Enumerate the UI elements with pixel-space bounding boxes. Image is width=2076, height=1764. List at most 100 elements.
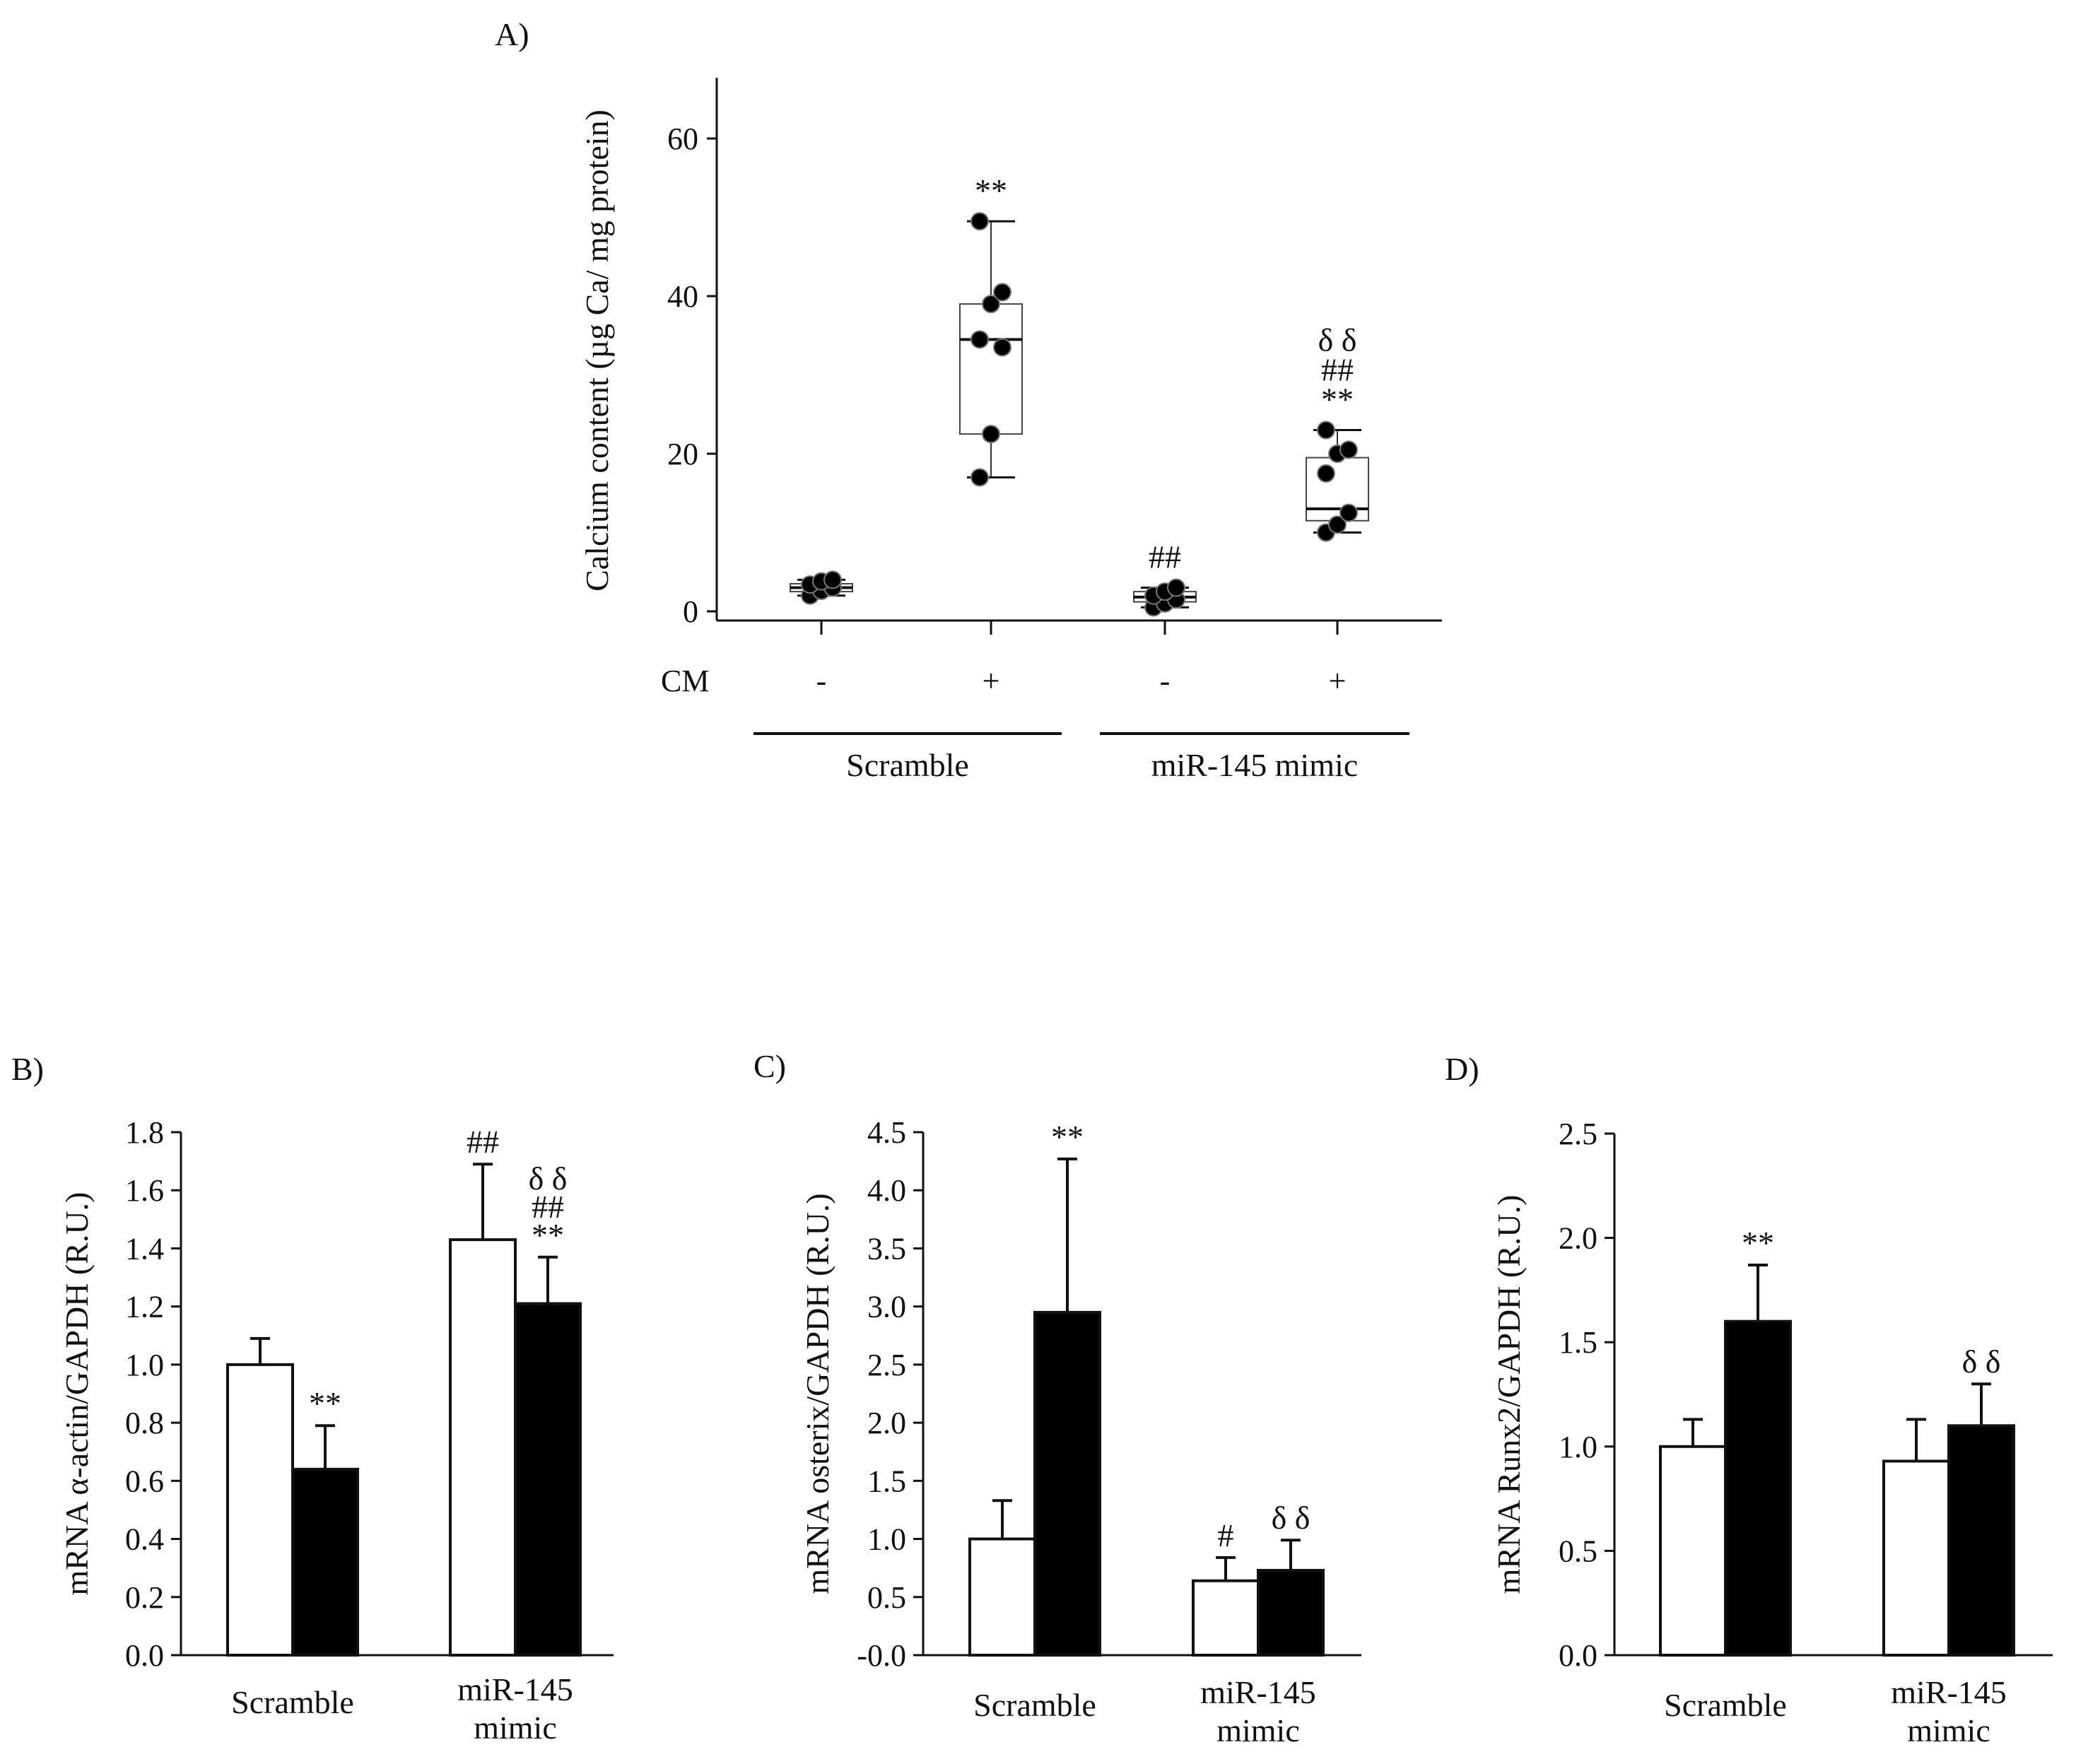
y-tick-label: 3.0 — [867, 1290, 906, 1324]
y-tick-label: 0.0 — [1559, 1638, 1597, 1673]
data-point — [970, 468, 989, 487]
category-label: mimic — [474, 1710, 557, 1746]
y-tick-label: 0.6 — [125, 1464, 164, 1498]
y-tick-label: 2.5 — [867, 1348, 906, 1382]
y-tick-label: 0.8 — [125, 1406, 164, 1440]
y-tick-label: 1.0 — [867, 1522, 906, 1557]
y-axis-title: mRNA osterix/GAPDH (R.U.) — [799, 1193, 835, 1594]
y-tick-label: 1.8 — [125, 1115, 164, 1150]
data-point — [1339, 503, 1358, 522]
significance-label: ## — [1149, 539, 1181, 575]
panel-c-label: C) — [753, 1048, 786, 1084]
y-tick-label: 0.5 — [1559, 1534, 1597, 1568]
group-label: miR-145 mimic — [1151, 747, 1359, 783]
bar — [1659, 1445, 1727, 1657]
category-label: Scramble — [1664, 1687, 1787, 1723]
y-tick-label: 3.5 — [867, 1231, 906, 1266]
group-label: Scramble — [846, 747, 969, 783]
data-point — [970, 330, 989, 349]
y-tick-label: 1.2 — [125, 1290, 164, 1324]
significance-label: δ δ — [1962, 1343, 2001, 1380]
category-label: miR-145 — [457, 1671, 573, 1707]
box — [959, 303, 1023, 435]
data-point — [1317, 421, 1335, 440]
category-label: miR-145 — [1891, 1674, 2007, 1710]
y-tick-label: 1.0 — [1559, 1430, 1597, 1464]
y-tick-label: 20 — [667, 437, 698, 471]
y-tick-label: -0.0 — [857, 1638, 906, 1673]
y-axis-title: mRNA α-actin/GAPDH (R.U.) — [59, 1192, 95, 1596]
y-tick-label: 1.5 — [1559, 1325, 1597, 1360]
cm-value: + — [1329, 664, 1347, 698]
y-tick-label: 60 — [667, 122, 698, 156]
bar — [1192, 1579, 1260, 1657]
significance-label: δ δ — [1272, 1500, 1310, 1536]
box — [1306, 457, 1369, 522]
bar — [226, 1363, 294, 1657]
panel-a-label: A) — [495, 16, 529, 52]
y-tick-label: 1.6 — [125, 1173, 164, 1208]
panel-c: C) -0.0 0.5 1.0 1.5 2.0 2.5 3.0 3.5 4.0 4.5 mRNA o… — [753, 1048, 1361, 1748]
y-tick-label: 2.0 — [1559, 1221, 1597, 1256]
data-point — [982, 425, 1000, 444]
y-tick-label: 1.4 — [125, 1231, 164, 1266]
y-tick-label: 1.0 — [125, 1348, 164, 1382]
bar — [968, 1537, 1036, 1657]
y-axis-title: mRNA Runx2/GAPDH (R.U.) — [1491, 1195, 1527, 1594]
data-point — [993, 338, 1011, 357]
y-tick-label: 0 — [683, 594, 698, 629]
data-point — [1317, 464, 1335, 483]
cm-value: - — [816, 664, 827, 698]
panel-d-label: D) — [1445, 1051, 1479, 1087]
data-point — [982, 295, 1000, 314]
significance-label: ** — [309, 1385, 341, 1421]
y-tick-label: 0.5 — [867, 1580, 906, 1615]
bar — [1033, 1310, 1101, 1657]
data-point — [823, 570, 842, 589]
significance-label: ** — [532, 1217, 564, 1253]
y-tick-label: 40 — [667, 279, 698, 314]
y-axis-title: Calcium content (µg Ca/ mg protein) — [579, 110, 615, 592]
significance-label: ** — [1051, 1119, 1084, 1155]
y-tick-label: 0.4 — [125, 1522, 164, 1557]
bar — [514, 1302, 582, 1657]
significance-label: ## — [467, 1124, 499, 1160]
category-label: mimic — [1907, 1712, 1990, 1748]
significance-label: ## — [1321, 352, 1354, 388]
category-label: Scramble — [231, 1684, 354, 1720]
category-label: mimic — [1216, 1712, 1300, 1748]
category-label: Scramble — [973, 1687, 1096, 1723]
category-label: miR-145 — [1200, 1674, 1316, 1710]
bar — [1257, 1568, 1325, 1657]
panel-d: D) 0.0 0.5 1.0 1.5 2.0 2.5 mRNA Runx2/GAPDH (R… — [1445, 1051, 2053, 1748]
y-tick-label: 0.0 — [125, 1638, 164, 1673]
significance-label: ## — [532, 1189, 564, 1225]
y-tick-label: 2.5 — [1559, 1117, 1597, 1151]
y-tick-label: 4.0 — [867, 1173, 906, 1208]
data-point — [1167, 578, 1185, 597]
cm-label: CM — [661, 664, 709, 698]
significance-label: δ δ — [529, 1160, 568, 1196]
significance-label: ** — [1321, 382, 1354, 418]
significance-label: ** — [1742, 1225, 1774, 1261]
significance-label: ** — [975, 172, 1007, 208]
panel-a: A) 0 20 40 60 Calcium content (µg Ca/ mg pro… — [495, 16, 1442, 783]
bar — [1724, 1319, 1792, 1657]
bar — [449, 1238, 517, 1657]
y-tick-label: 4.5 — [867, 1115, 906, 1150]
bar — [291, 1467, 359, 1657]
y-tick-label: 2.0 — [867, 1406, 906, 1440]
panel-b: B) 0.0 0.2 0.4 0.6 0.8 1.0 1.2 1.4 1.6 1.8 mRNA α-… — [11, 1051, 614, 1746]
bar — [1947, 1424, 2015, 1657]
data-point — [1339, 440, 1358, 459]
significance-label: # — [1218, 1517, 1234, 1553]
cm-value: - — [1160, 664, 1171, 698]
data-point — [970, 212, 989, 231]
data-point — [1328, 515, 1347, 534]
y-tick-label: 0.2 — [125, 1580, 164, 1615]
bar — [1882, 1459, 1950, 1657]
y-tick-label: 1.5 — [867, 1464, 906, 1498]
cm-value: + — [983, 664, 1000, 698]
significance-label: δ δ — [1318, 322, 1357, 358]
